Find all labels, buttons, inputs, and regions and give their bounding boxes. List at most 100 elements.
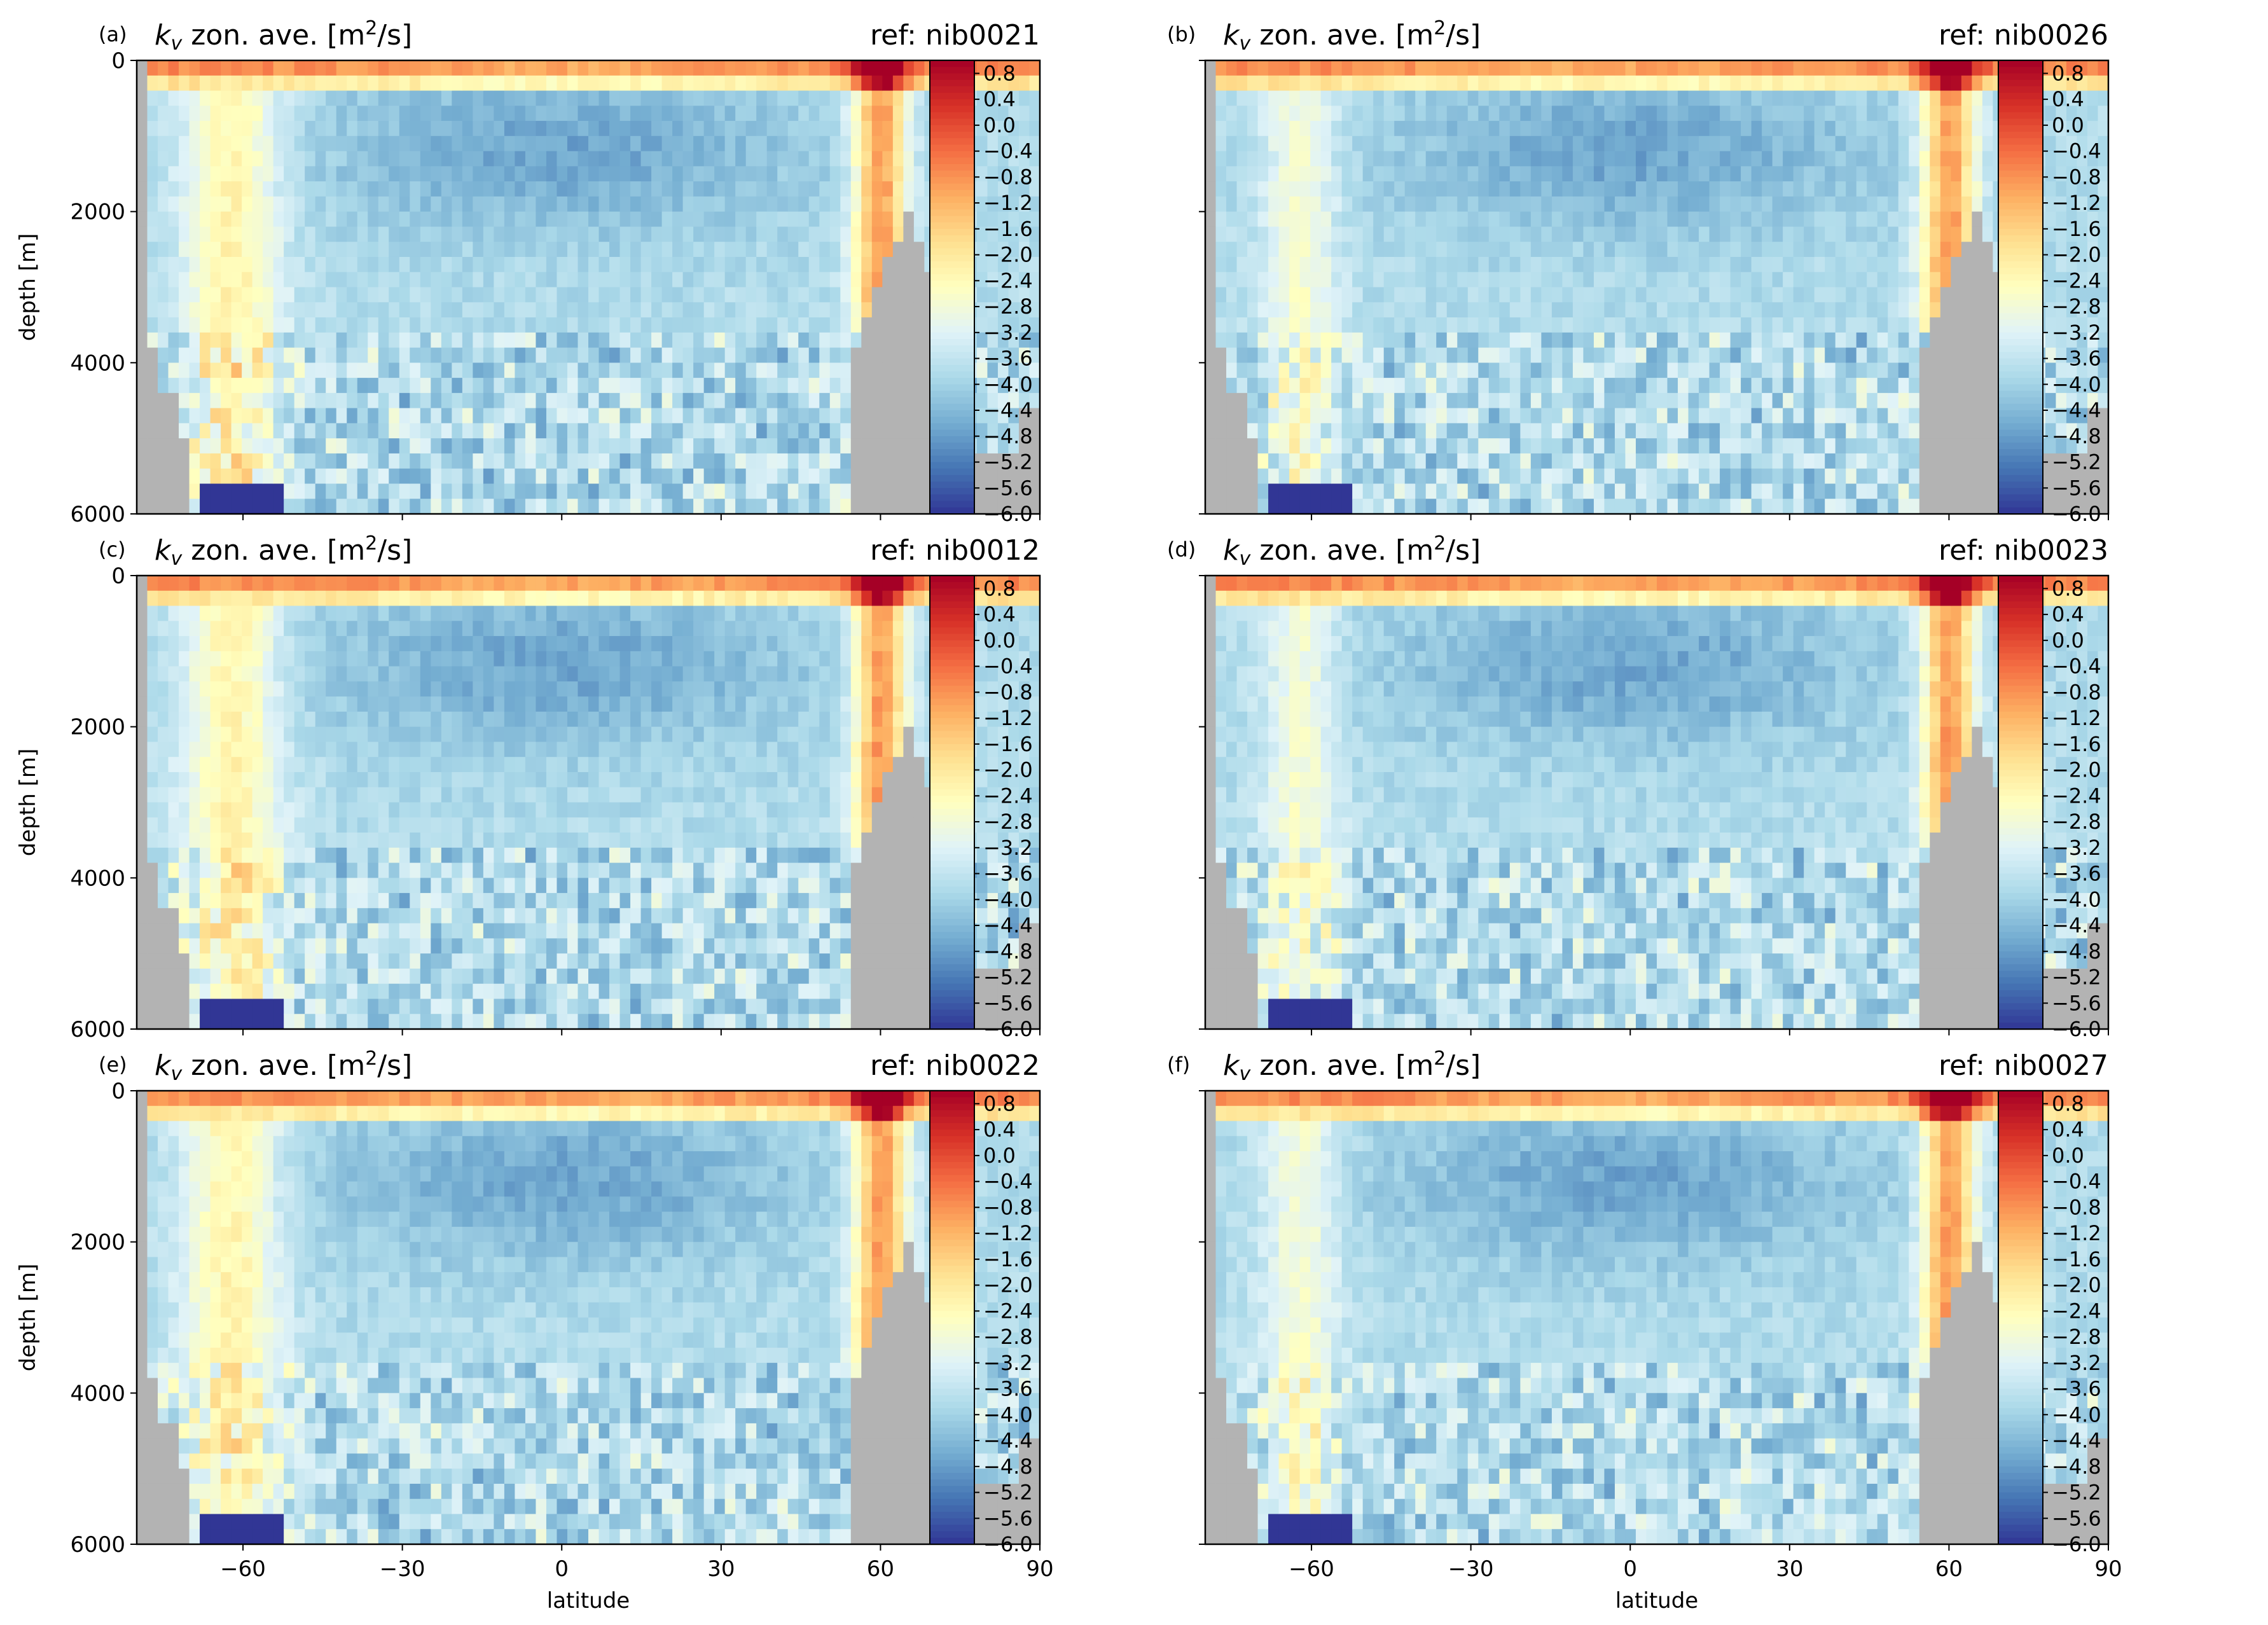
heatmap-cell (473, 302, 483, 317)
heatmap-cell (232, 499, 242, 514)
heatmap-cell (1268, 499, 1279, 514)
heatmap-cell (357, 438, 368, 453)
heatmap-cell (609, 197, 620, 212)
heatmap-cell (483, 423, 494, 438)
heatmap-cell (169, 499, 179, 514)
heatmap-cell (137, 287, 148, 303)
heatmap-cell (410, 212, 420, 227)
heatmap-cell (756, 151, 767, 167)
heatmap-cell (567, 166, 578, 181)
heatmap-cell (1930, 106, 1940, 121)
heatmap-cell (1762, 151, 1773, 167)
heatmap-cell (577, 438, 588, 453)
heatmap-cell (326, 469, 336, 484)
heatmap-cell (410, 181, 420, 197)
heatmap-cell (1961, 106, 1972, 121)
heatmap-cell (242, 499, 252, 514)
heatmap-cell (399, 272, 410, 287)
heatmap-cell (315, 499, 326, 514)
heatmap-cell (336, 242, 347, 257)
heatmap-cell (1352, 60, 1363, 76)
heatmap-cell (305, 60, 315, 76)
heatmap-cell (378, 151, 389, 167)
heatmap-cell (1373, 121, 1384, 136)
heatmap-cell (399, 348, 410, 363)
heatmap-cell (714, 197, 725, 212)
heatmap-cell (525, 60, 536, 76)
heatmap-cell (1699, 317, 1710, 333)
heatmap-cell (1279, 91, 1290, 106)
heatmap-cell (190, 181, 200, 197)
heatmap-cell (1741, 348, 1752, 363)
heatmap-cell (1447, 499, 1458, 514)
heatmap-cell (903, 287, 914, 303)
heatmap-cell (1594, 91, 1605, 106)
heatmap-cell (1689, 483, 1699, 499)
heatmap-cell (1279, 151, 1290, 167)
heatmap-cell (1731, 60, 1741, 76)
heatmap-cell (1468, 363, 1479, 378)
heatmap-cell (1384, 226, 1395, 242)
heatmap-cell (872, 363, 883, 378)
heatmap-cell (1636, 423, 1647, 438)
heatmap-cell (211, 483, 221, 499)
heatmap-cell (1310, 166, 1321, 181)
heatmap-cell (378, 317, 389, 333)
heatmap-cell (735, 272, 746, 287)
heatmap-cell (1741, 226, 1752, 242)
heatmap-cell (693, 348, 704, 363)
heatmap-cell (1877, 181, 1888, 197)
heatmap-cell (662, 378, 673, 393)
heatmap-cell (1226, 317, 1237, 333)
heatmap-cell (798, 106, 809, 121)
heatmap-cell (525, 363, 536, 378)
heatmap-cell (1331, 317, 1342, 333)
heatmap-cell (431, 333, 441, 348)
heatmap-cell (1678, 272, 1689, 287)
heatmap-cell (662, 121, 673, 136)
heatmap-cell (641, 181, 652, 197)
heatmap-cell (494, 483, 504, 499)
heatmap-cell (903, 181, 914, 197)
heatmap-cell (1562, 438, 1573, 453)
heatmap-cell (557, 317, 567, 333)
heatmap-cell (1846, 453, 1857, 469)
heatmap-cell (1373, 302, 1384, 317)
heatmap-cell (378, 181, 389, 197)
heatmap-cell (641, 136, 652, 151)
heatmap-cell (1237, 91, 1248, 106)
heatmap-cell (1279, 393, 1290, 408)
heatmap-cell (1268, 378, 1279, 393)
heatmap-cell (263, 136, 273, 151)
heatmap-cell (1415, 333, 1426, 348)
heatmap-cell (525, 76, 536, 91)
heatmap-cell (903, 378, 914, 393)
heatmap-cell (1982, 91, 1993, 106)
heatmap-cell (1815, 469, 1825, 484)
heatmap-cell (1310, 302, 1321, 317)
heatmap-cell (1520, 378, 1531, 393)
heatmap-cell (893, 348, 904, 363)
heatmap-cell (1405, 483, 1416, 499)
heatmap-cell (1226, 438, 1237, 453)
colorbar-segment (930, 229, 974, 236)
heatmap-cell (1794, 181, 1804, 197)
heatmap-cell (1573, 408, 1584, 424)
heatmap-cell (1636, 333, 1647, 348)
heatmap-cell (1216, 438, 1227, 453)
heatmap-cell (851, 363, 862, 378)
heatmap-cell (1426, 363, 1437, 378)
heatmap-cell (1363, 287, 1374, 303)
heatmap-cell (1541, 333, 1552, 348)
heatmap-cell (1352, 408, 1363, 424)
heatmap-cell (1731, 257, 1741, 272)
heatmap-cell (1857, 166, 1867, 181)
heatmap-cell (1762, 453, 1773, 469)
heatmap-cell (1384, 136, 1395, 151)
heatmap-cell (840, 181, 851, 197)
heatmap-cell (420, 483, 431, 499)
heatmap-cell (620, 469, 631, 484)
heatmap-cell (1919, 287, 1930, 303)
heatmap-cell (1468, 333, 1479, 348)
heatmap-cell (1930, 408, 1940, 424)
